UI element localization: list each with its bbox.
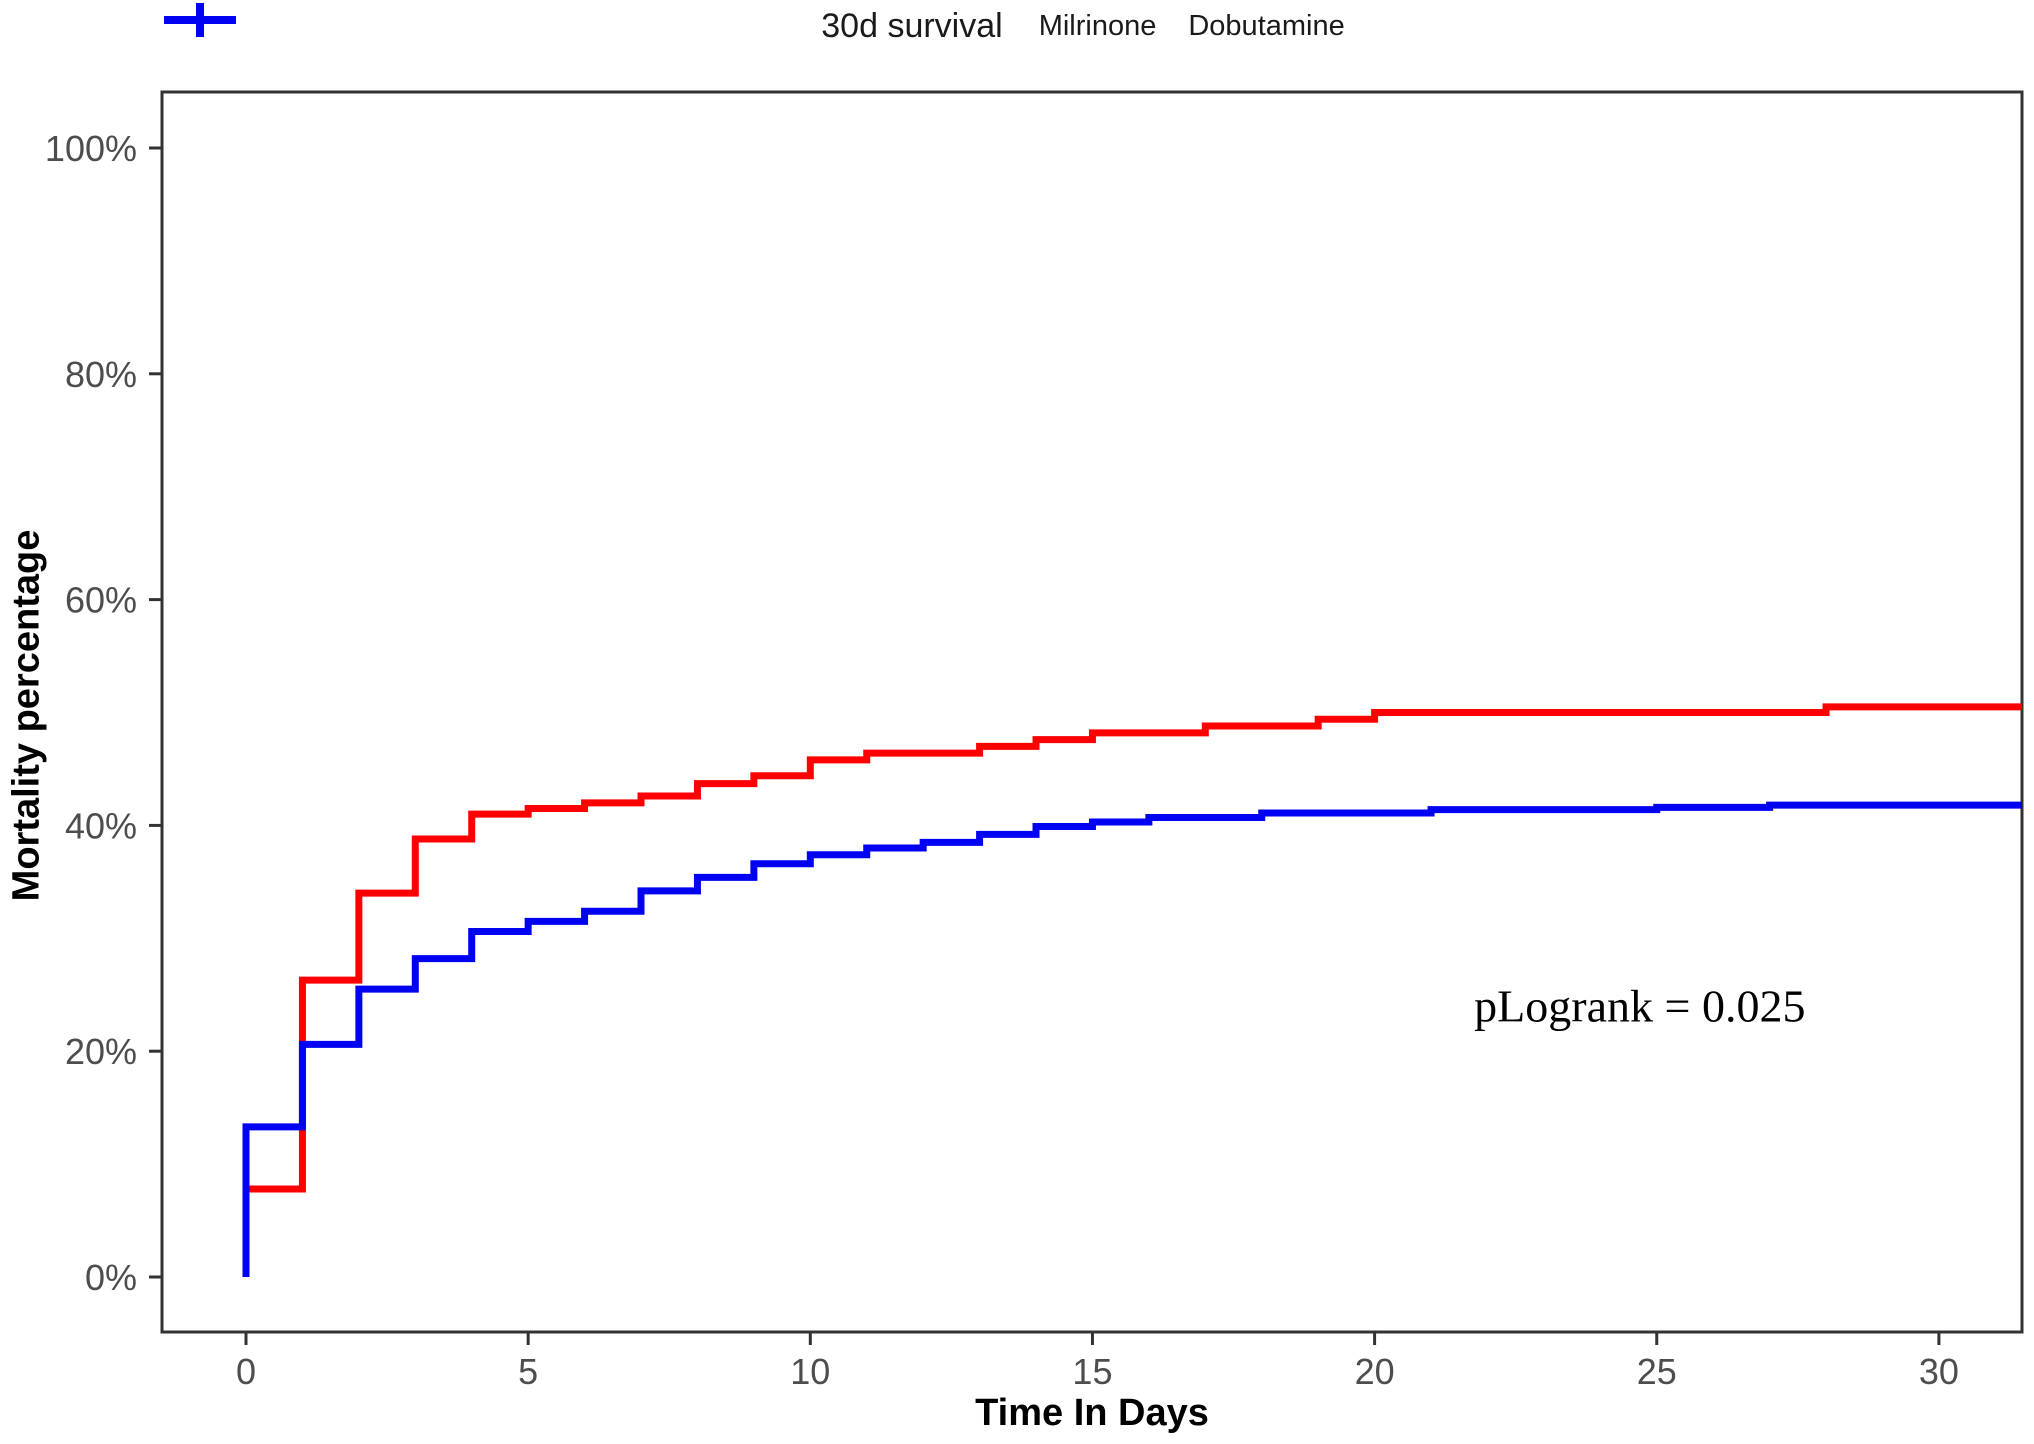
x-tick-label: 25 [1637,1351,1677,1392]
y-axis-title: Mortality percentage [5,529,48,902]
x-tick-label: 10 [790,1351,830,1392]
x-tick-label: 0 [236,1351,256,1392]
legend-item-dobutamine: Dobutamine [164,3,1345,43]
x-tick-label: 15 [1072,1351,1112,1392]
y-tick-label: 0% [85,1257,137,1298]
x-tick-label: 30 [1919,1351,1959,1392]
legend: 30d survival Milrinone Dobutamine [162,0,2022,52]
plogrank-annotation: pLogrank = 0.025 [1474,980,1806,1032]
x-tick-label: 20 [1355,1351,1395,1392]
legend-label-dobutamine: Dobutamine [1188,9,1345,42]
y-tick-label: 80% [65,354,137,395]
y-tick-label: 100% [45,128,137,169]
series-milrinone-curve [242,703,2022,1277]
x-tick-label: 5 [518,1351,538,1392]
y-tick-label: 20% [65,1031,137,1072]
legend-title: 30d survival [821,6,1003,45]
series-dobutamine-curve [242,801,2022,1277]
y-tick-label: 40% [65,805,137,846]
x-axis-title: Time In Days [975,1392,1209,1434]
y-tick-label: 60% [65,580,137,621]
legend-item-milrinone: Milrinone [164,3,1157,43]
dobutamine-key-icon [164,3,236,37]
legend-label-milrinone: Milrinone [1038,9,1157,42]
